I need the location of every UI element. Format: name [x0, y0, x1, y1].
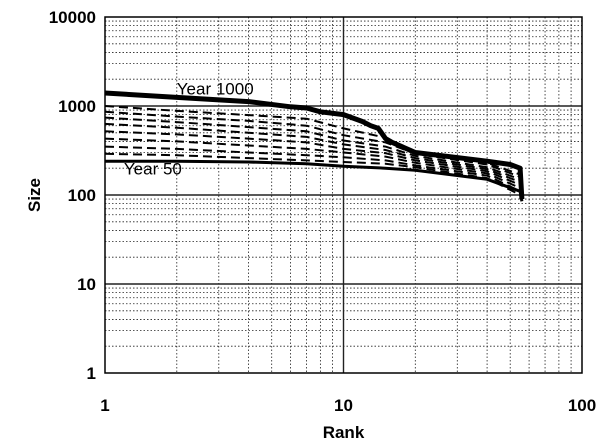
series-annotation: Year 50 [124, 159, 182, 178]
y-tick-label: 10000 [49, 8, 96, 27]
x-tick-label: 1 [100, 396, 109, 415]
series-line [104, 152, 521, 196]
series-line [104, 130, 521, 186]
series-line [104, 110, 521, 178]
series-line [105, 159, 524, 202]
x-axis-label: Rank [323, 423, 365, 442]
series-line [104, 145, 521, 193]
y-axis-label: Size [25, 178, 44, 212]
y-tick-label: 10 [77, 275, 96, 294]
y-tick-label: 1000 [58, 97, 96, 116]
annotations: Year 1000 Year 50 [124, 79, 254, 178]
y-tick-label: 1 [87, 364, 96, 383]
grid [105, 17, 582, 373]
series-layer [104, 90, 525, 202]
tick-labels: 1 10 100 1 10 100 1000 10000 [49, 8, 596, 415]
series-annotation: Year 1000 [177, 79, 254, 98]
series-line [104, 137, 521, 189]
series-line [104, 90, 525, 200]
series-line [104, 105, 521, 176]
series-line [104, 116, 521, 181]
y-tick-label: 100 [68, 186, 96, 205]
x-tick-label: 100 [568, 396, 596, 415]
plot-frame [104, 16, 583, 374]
series-line [104, 122, 521, 183]
x-tick-label: 10 [334, 396, 353, 415]
